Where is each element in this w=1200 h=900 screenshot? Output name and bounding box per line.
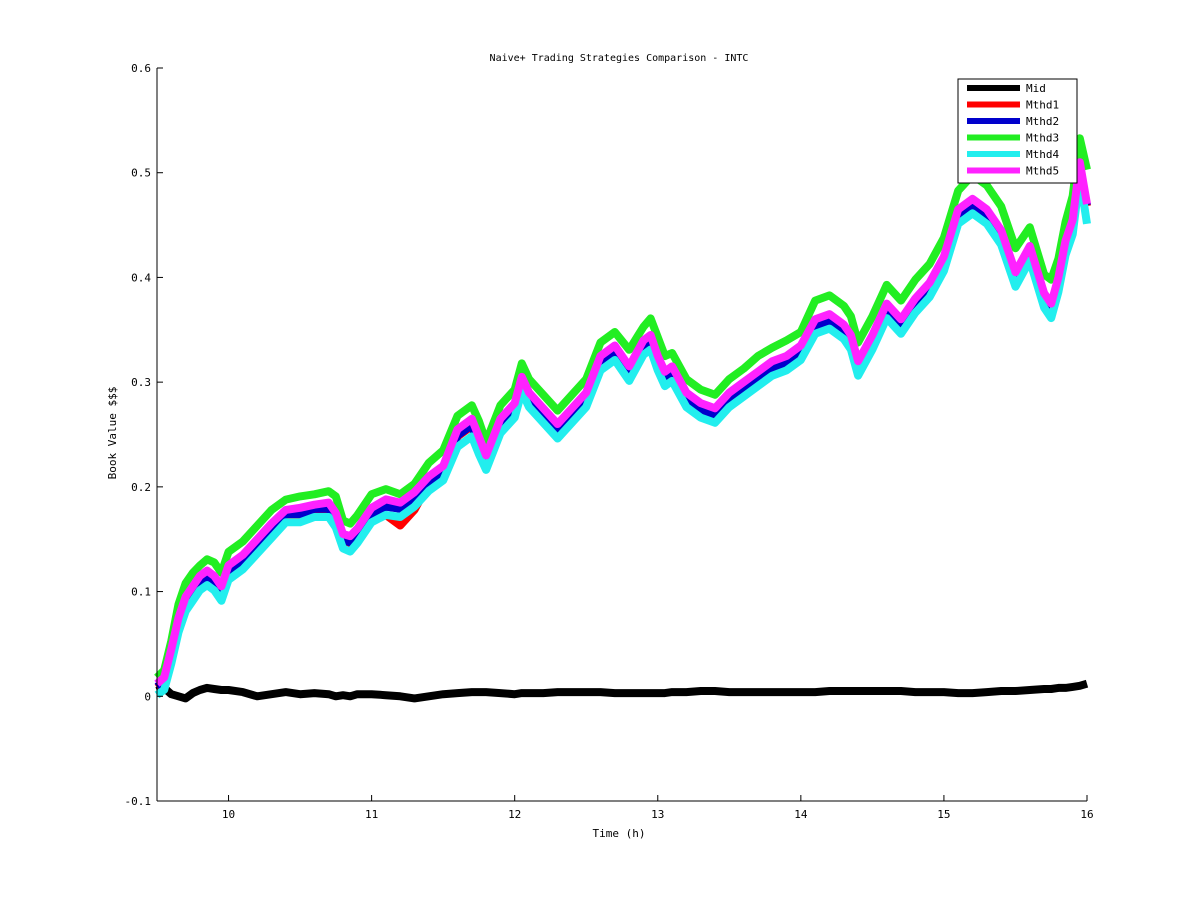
y-axis-label: Book Value $$$ (106, 387, 119, 480)
legend-box (957, 78, 1078, 184)
y-tick-label: 0 (144, 690, 151, 703)
x-tick-label: 10 (222, 808, 235, 821)
x-tick-label: 15 (937, 808, 950, 821)
legend: Mid Mthd1 Mthd2 Mthd3 Mthd4 Mthd5 (957, 78, 1078, 184)
legend-label-mthd1: Mthd1 (1026, 99, 1059, 112)
y-tick-label: 0.6 (131, 62, 151, 75)
legend-label-mid: Mid (1026, 82, 1046, 95)
y-tick-label: 0.5 (131, 167, 151, 180)
x-tick-label: 16 (1080, 808, 1093, 821)
legend-label-mthd2: Mthd2 (1026, 115, 1059, 128)
legend-label-mthd5: Mthd5 (1026, 165, 1059, 178)
y-tick-label: -0.1 (125, 795, 152, 808)
series-line-mthd4 (154, 172, 1091, 699)
y-tick-label: 0.4 (131, 271, 151, 284)
axes: -0.1 0 0.1 0.2 0.3 0.4 0.5 0.6 10 11 12 13 14 15 16 (125, 62, 1094, 821)
legend-label-mthd4: Mthd4 (1026, 148, 1059, 161)
x-tick-label: 14 (794, 808, 808, 821)
x-tick-label: 12 (508, 808, 521, 821)
x-tick-label: 13 (651, 808, 664, 821)
series-line-mid (155, 679, 1089, 703)
x-axis-label: Time (h) (593, 827, 646, 840)
chart-title: Naive+ Trading Strategies Comparison - I… (490, 53, 749, 64)
legend-label-mthd3: Mthd3 (1026, 132, 1059, 145)
series-line-mthd3 (154, 134, 1091, 681)
y-tick-label: 0.1 (131, 586, 151, 599)
x-tick-label: 11 (365, 808, 378, 821)
y-tick-label: 0.2 (131, 481, 151, 494)
y-tick-label: 0.3 (131, 376, 151, 389)
series-line-mthd5 (154, 158, 1091, 687)
plot-area (154, 134, 1091, 703)
